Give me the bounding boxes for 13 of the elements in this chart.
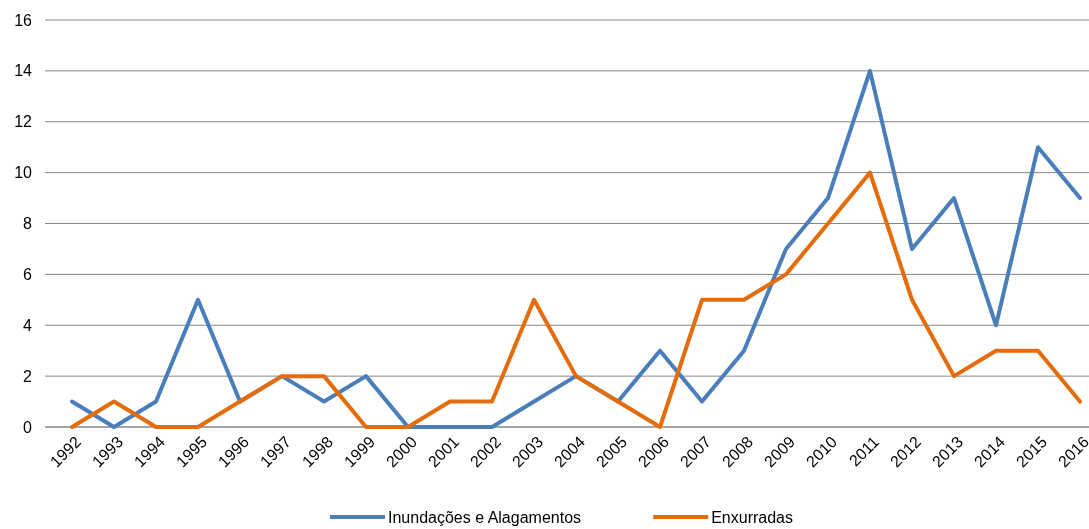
y-tick-label: 12 — [14, 113, 33, 131]
y-tick-label: 16 — [14, 11, 33, 29]
legend-label: Inundações e Alagamentos — [388, 508, 582, 526]
y-tick-label: 0 — [23, 418, 33, 436]
line-series — [70, 68, 1082, 429]
y-tick-label: 6 — [23, 265, 33, 283]
y-tick-label: 8 — [23, 215, 33, 233]
line-series — [70, 170, 1082, 429]
legend-label: Enxurradas — [711, 508, 794, 526]
y-tick-label: 2 — [23, 367, 33, 385]
y-tick-label: 10 — [14, 164, 33, 182]
y-tick-label: 4 — [23, 316, 33, 334]
y-tick-label: 14 — [14, 62, 33, 80]
